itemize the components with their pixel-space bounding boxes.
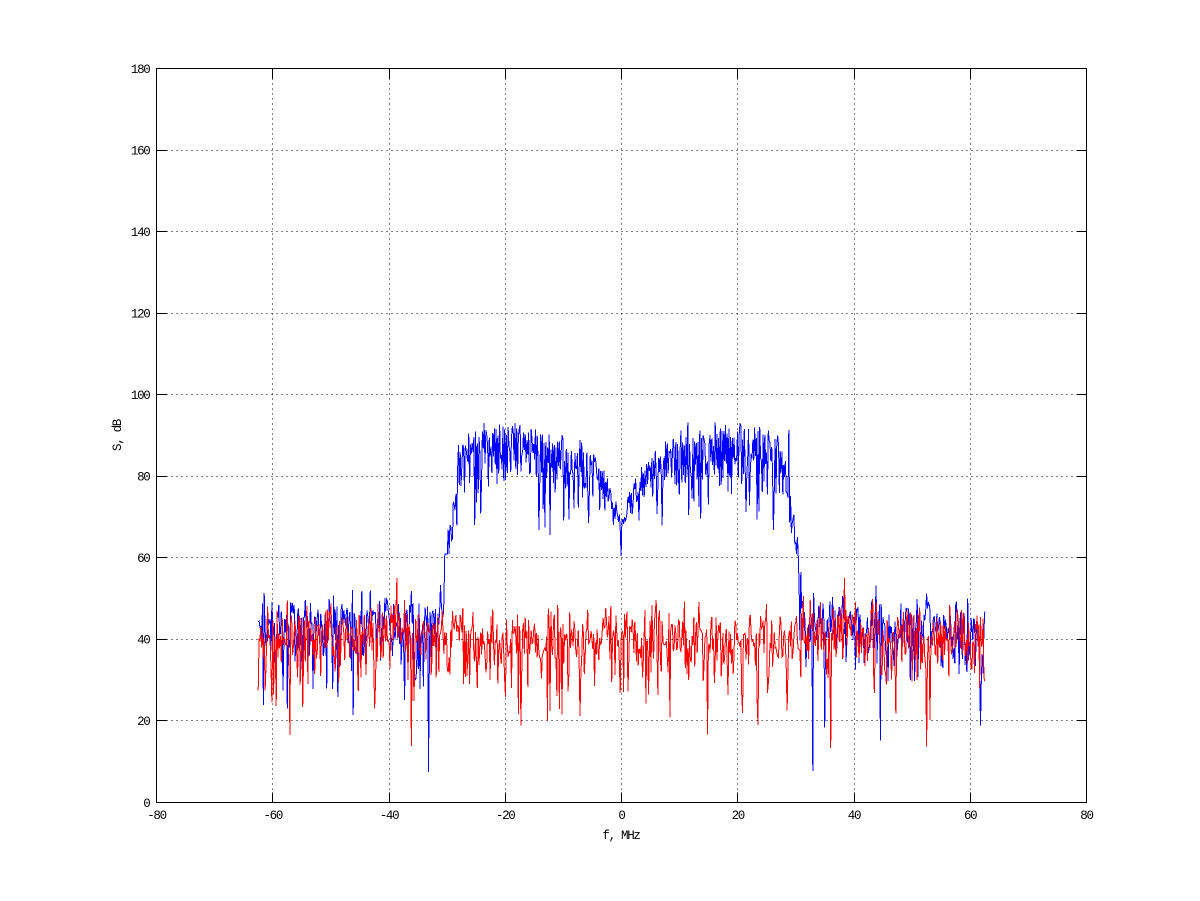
svg-text:0: 0 — [618, 809, 625, 823]
svg-text:f, MHz: f, MHz — [602, 829, 640, 843]
svg-text:-40: -40 — [380, 809, 399, 823]
svg-text:80: 80 — [1080, 809, 1093, 823]
svg-text:-20: -20 — [496, 809, 515, 823]
svg-text:60: 60 — [137, 552, 150, 566]
svg-text:60: 60 — [964, 809, 977, 823]
svg-text:160: 160 — [131, 144, 150, 158]
svg-text:40: 40 — [848, 809, 861, 823]
svg-text:0: 0 — [143, 797, 150, 811]
svg-text:-80: -80 — [147, 809, 166, 823]
svg-text:120: 120 — [131, 308, 150, 322]
svg-text:-60: -60 — [263, 809, 282, 823]
svg-text:20: 20 — [137, 715, 150, 729]
svg-text:40: 40 — [137, 634, 150, 648]
svg-text:140: 140 — [131, 226, 150, 240]
svg-text:20: 20 — [732, 809, 745, 823]
svg-text:80: 80 — [137, 471, 150, 485]
svg-text:100: 100 — [131, 389, 150, 403]
svg-text:180: 180 — [131, 63, 150, 77]
svg-text:S, dB: S, dB — [111, 418, 125, 451]
